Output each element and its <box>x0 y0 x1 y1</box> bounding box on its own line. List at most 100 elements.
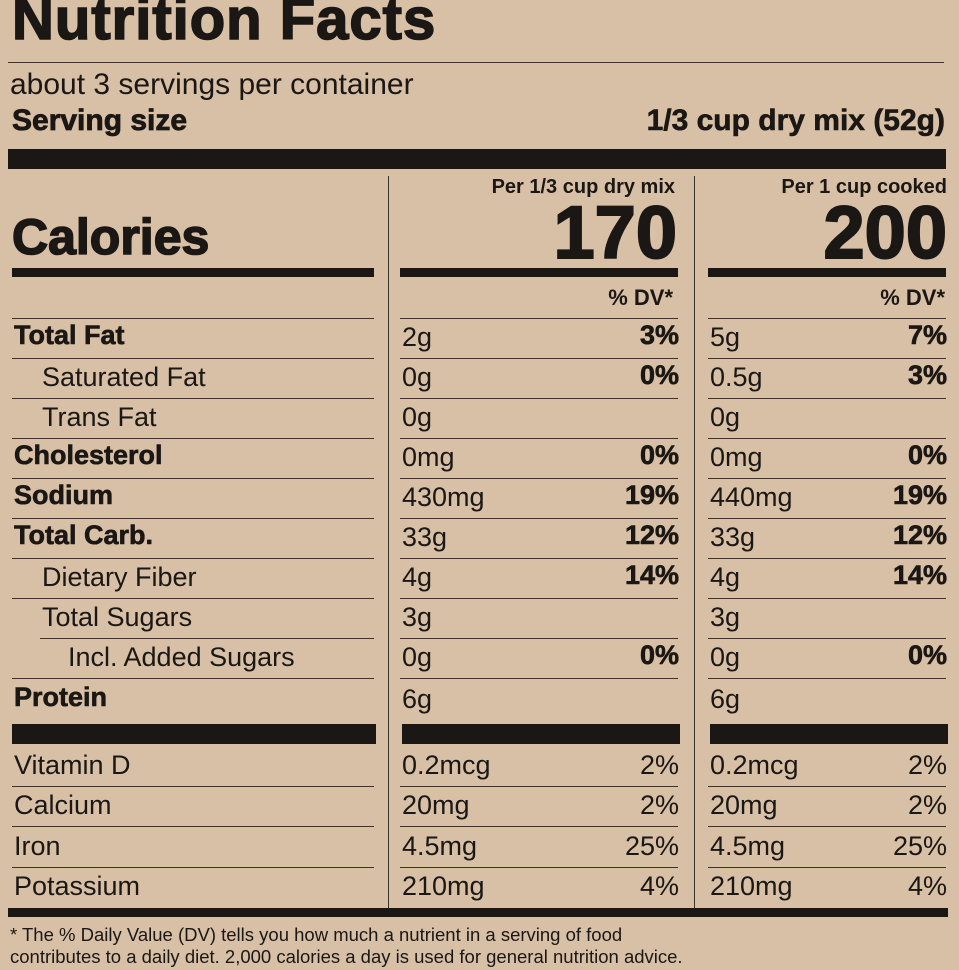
cooked-dv: 0% <box>907 640 948 671</box>
dry-amount: 4.5mg <box>402 831 478 861</box>
nutrient-label: Dietary Fiber <box>42 562 197 592</box>
cooked-dv: 25% <box>892 831 947 861</box>
row-rule <box>400 478 678 479</box>
cooked-amount: 5g <box>710 322 741 352</box>
cooked-amount: 0g <box>710 402 741 432</box>
cooked-column-header: Per 1 cup cooked <box>781 176 947 198</box>
row-rule <box>12 786 374 787</box>
dry-amount: 0g <box>402 402 433 432</box>
row-rule <box>12 398 374 399</box>
cooked-dv: 19% <box>892 480 948 511</box>
calories-label: Calories <box>11 208 210 266</box>
vitamin-label: Iron <box>14 831 61 861</box>
cooked-amount: 0mg <box>710 442 763 472</box>
nutrient-label: Trans Fat <box>42 402 157 432</box>
vitamin-label: Vitamin D <box>14 750 131 780</box>
cooked-amount: 4g <box>710 562 741 592</box>
cooked-dv: 2% <box>907 750 947 780</box>
nutrient-label: Cholesterol <box>14 440 163 471</box>
row-rule <box>12 518 374 519</box>
row-rule <box>400 318 678 319</box>
dry-amount: 4g <box>402 562 433 592</box>
footer-bar <box>8 908 948 917</box>
row-rule <box>708 598 946 599</box>
nutrient-label: Sodium <box>14 480 114 511</box>
cooked-amount: 440mg <box>710 482 793 512</box>
calories-bar-dry <box>400 268 678 277</box>
dry-dv: 4% <box>639 871 679 901</box>
servings-per-container: about 3 servings per container <box>10 68 414 101</box>
row-rule <box>400 398 678 399</box>
dry-dv: 19% <box>624 480 680 511</box>
calories-dry-value: 170 <box>553 190 678 275</box>
dry-amount: 6g <box>402 684 433 714</box>
dry-amount: 20mg <box>402 790 470 820</box>
row-rule <box>708 638 946 639</box>
dry-dv: 2% <box>639 750 679 780</box>
serving-size-label: Serving size <box>12 104 188 138</box>
dry-amount: 0.2mcg <box>402 750 491 780</box>
cooked-amount: 0.5g <box>710 362 763 392</box>
row-rule <box>400 518 678 519</box>
dry-amount: 0mg <box>402 442 455 472</box>
row-rule <box>400 438 678 439</box>
thick-divider <box>8 149 946 169</box>
cooked-dv: 3% <box>907 360 948 391</box>
row-rule <box>400 826 678 827</box>
nutrient-label: Total Sugars <box>42 602 193 632</box>
dry-dv: 12% <box>624 520 680 551</box>
row-rule <box>708 518 946 519</box>
row-rule <box>708 318 946 319</box>
dry-dv: 25% <box>624 831 679 861</box>
cooked-amount: 210mg <box>710 871 793 901</box>
cooked-amount: 3g <box>710 602 741 632</box>
calories-cooked-value: 200 <box>823 190 948 275</box>
footnote-line-2: contributes to a daily diet. 2,000 calor… <box>10 946 683 967</box>
cooked-amount: 0g <box>710 642 741 672</box>
column-separator <box>694 176 695 908</box>
cooked-amount: 6g <box>710 684 741 714</box>
row-rule <box>12 318 374 319</box>
row-rule <box>708 826 946 827</box>
row-rule <box>708 867 946 868</box>
row-rule <box>12 598 374 599</box>
vitamin-divider-dry <box>402 724 680 744</box>
dv-header-cooked: % DV* <box>880 285 945 310</box>
nutrient-label: Protein <box>14 682 108 713</box>
footnote-line-1: * The % Daily Value (DV) tells you how m… <box>10 924 623 945</box>
row-rule <box>12 358 374 359</box>
cooked-dv: 0% <box>907 440 948 471</box>
row-rule <box>12 558 374 559</box>
row-rule <box>12 478 374 479</box>
row-rule <box>400 786 678 787</box>
row-rule <box>708 398 946 399</box>
calories-bar-left <box>12 268 374 277</box>
divider <box>8 62 944 63</box>
dry-dv: 0% <box>639 440 680 471</box>
dry-dv: 0% <box>639 360 680 391</box>
dry-dv: 0% <box>639 640 680 671</box>
label-title: Nutrition Facts <box>11 0 437 53</box>
dry-amount: 0g <box>402 642 433 672</box>
dry-amount: 430mg <box>402 482 485 512</box>
vitamin-label: Potassium <box>14 871 141 901</box>
cooked-dv: 2% <box>907 790 947 820</box>
row-rule <box>708 678 946 679</box>
column-separator <box>388 176 389 908</box>
cooked-amount: 20mg <box>710 790 778 820</box>
cooked-dv: 7% <box>907 320 948 351</box>
row-rule <box>12 826 374 827</box>
cooked-dv: 4% <box>907 871 947 901</box>
row-rule <box>12 867 374 868</box>
cooked-amount: 0.2mcg <box>710 750 799 780</box>
dry-amount: 0g <box>402 362 433 392</box>
row-rule <box>708 558 946 559</box>
vitamin-divider-cooked <box>710 724 948 744</box>
row-rule <box>400 867 678 868</box>
row-rule <box>400 358 678 359</box>
dry-column-header: Per 1/3 cup dry mix <box>491 176 675 198</box>
dv-header-dry: % DV* <box>608 285 673 310</box>
row-rule <box>708 358 946 359</box>
nutrient-label: Total Fat <box>14 320 125 351</box>
row-rule <box>400 558 678 559</box>
